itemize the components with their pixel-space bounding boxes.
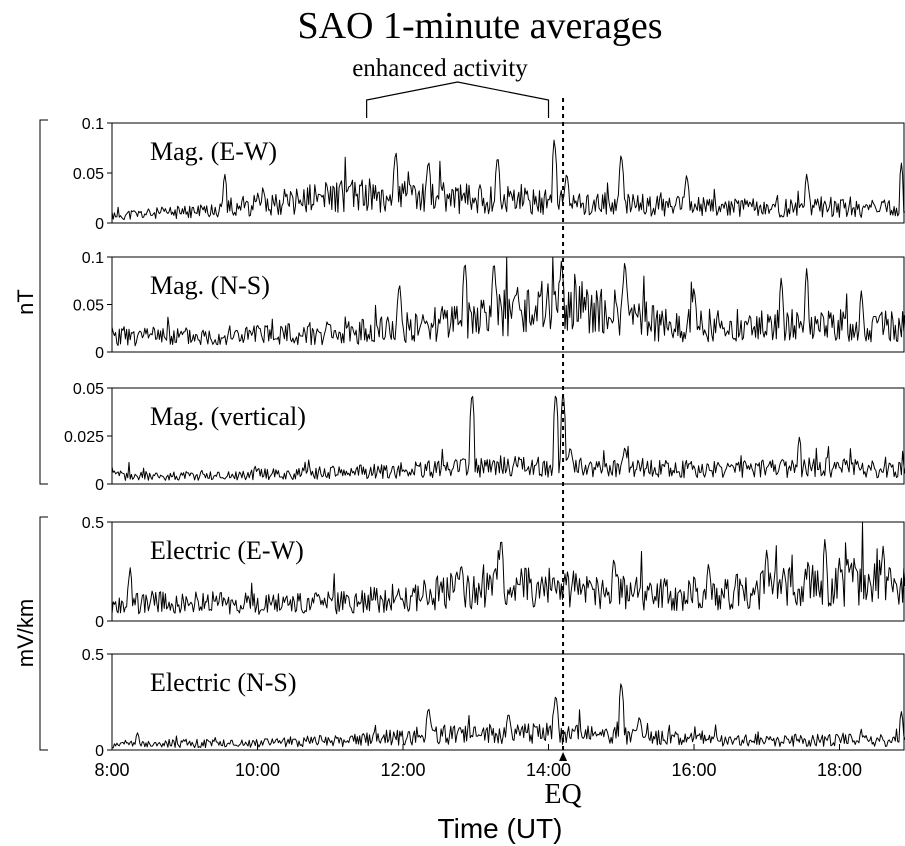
x-tick-label: 10:00 [235, 760, 280, 780]
x-axis-title: Time (UT) [438, 813, 563, 844]
panel-label: Mag. (N-S) [150, 271, 270, 300]
panel-2: 0.05 0.025 0 Mag. (vertical) [64, 381, 905, 494]
enhanced-activity-bracket [366, 81, 550, 118]
enhanced-activity-label: enhanced activity [352, 55, 528, 82]
y-tick-label: 0 [95, 614, 104, 631]
panel-label: Mag. (vertical) [150, 402, 306, 431]
panel-3: 0.5 0 Electric (E-W) [82, 515, 905, 631]
y-tick-label: 0.05 [73, 381, 104, 398]
y-tick-label: 0 [95, 743, 104, 760]
panel-4: 0.5 0 Electric (N-S) [82, 647, 905, 760]
series-line [111, 395, 905, 481]
panel-frame [111, 653, 905, 751]
panel-label: Electric (E-W) [150, 536, 304, 565]
y-tick-label: 0.05 [73, 298, 104, 315]
panel-label: Mag. (E-W) [150, 137, 277, 166]
y-tick-label: 0.1 [82, 250, 104, 267]
x-tick-label: 14:00 [526, 760, 571, 780]
group-label-nT: nT [13, 289, 38, 315]
x-tick-label: 8:00 [94, 760, 129, 780]
panel-0: 0.1 0.05 0 Mag. (E-W) [73, 116, 905, 233]
panel-1: 0.1 0.05 0 Mag. (N-S) [73, 250, 905, 362]
eq-arrow [559, 752, 568, 761]
x-tick-label: 16:00 [671, 760, 716, 780]
series-line [111, 139, 905, 221]
x-tick-label: 18:00 [817, 760, 862, 780]
eq-label: EQ [544, 779, 581, 810]
y-tick-label: 0 [95, 345, 104, 362]
y-tick-label: 0.1 [82, 116, 104, 133]
figure-title: SAO 1-minute averages [297, 5, 662, 47]
y-tick-label: 0.5 [82, 515, 104, 532]
y-tick-label: 0.5 [82, 647, 104, 664]
panels: 0.1 0.05 0 Mag. (E-W) 0.1 0.05 0 Mag. (N-S) 0.05… [64, 116, 905, 760]
series-line [111, 521, 905, 615]
x-tick-label: 12:00 [380, 760, 425, 780]
panel-label: Electric (N-S) [150, 668, 297, 697]
series-line [111, 256, 905, 347]
group-bracket-mVkm [39, 516, 48, 751]
group-label-mVkm: mV/km [13, 599, 38, 667]
y-tick-label: 0 [95, 216, 104, 233]
x-axis: 8:00 10:00 12:00 14:00 16:00 18:00 [94, 744, 862, 780]
y-tick-label: 0.05 [73, 166, 104, 183]
y-tick-label: 0 [95, 477, 104, 494]
y-tick-label: 0.025 [64, 429, 104, 446]
series-line [111, 683, 905, 749]
group-bracket-nT [39, 119, 48, 485]
